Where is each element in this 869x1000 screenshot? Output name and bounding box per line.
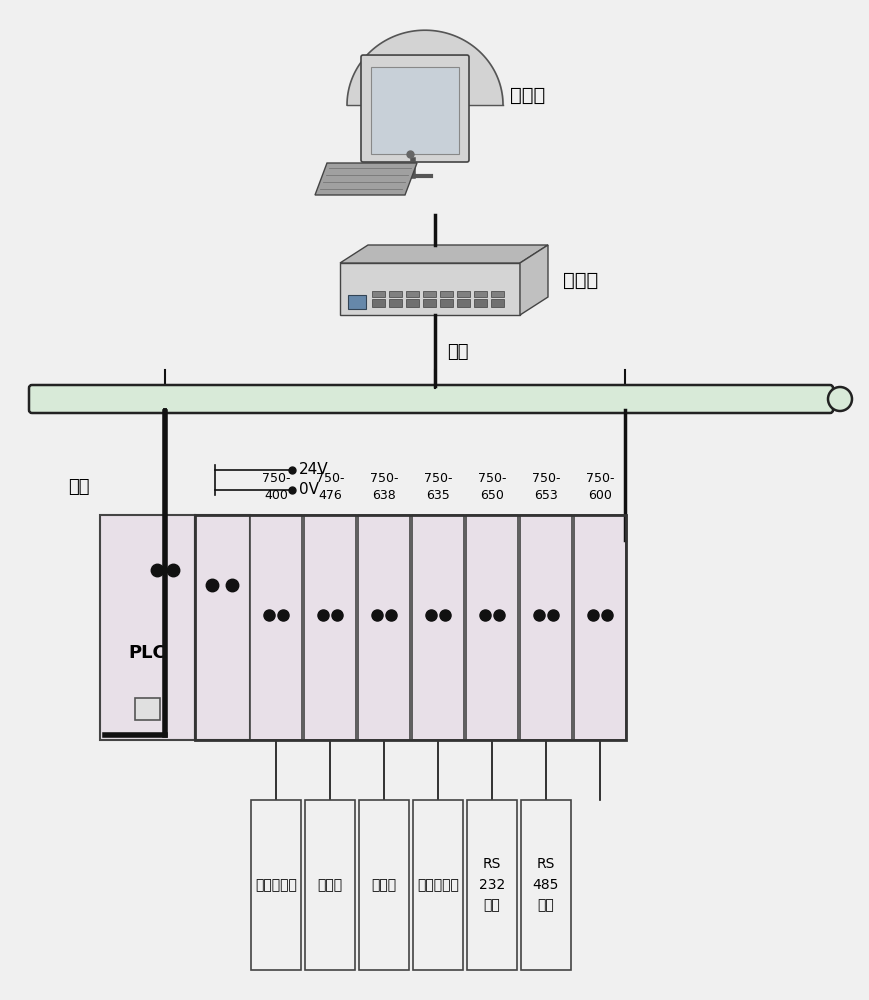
Text: 网线: 网线 [68,478,90,496]
FancyBboxPatch shape [388,299,401,307]
FancyBboxPatch shape [422,299,435,307]
FancyBboxPatch shape [474,299,487,307]
FancyBboxPatch shape [251,800,301,970]
FancyBboxPatch shape [467,800,516,970]
FancyBboxPatch shape [359,800,408,970]
Text: 24V: 24V [299,462,328,478]
Text: 750-
476: 750- 476 [315,472,344,502]
Text: 压力计: 压力计 [317,878,342,892]
FancyBboxPatch shape [412,515,463,740]
Text: RS
232
设备: RS 232 设备 [478,857,505,913]
FancyBboxPatch shape [249,515,302,740]
FancyBboxPatch shape [370,67,459,154]
FancyBboxPatch shape [440,299,453,307]
Text: 计数器: 计数器 [371,878,396,892]
FancyBboxPatch shape [413,800,462,970]
Text: 0V: 0V [299,483,319,497]
FancyBboxPatch shape [303,515,355,740]
FancyBboxPatch shape [388,291,401,297]
Text: RS
485
设备: RS 485 设备 [532,857,559,913]
FancyBboxPatch shape [456,291,469,297]
Text: 网线: 网线 [447,342,468,360]
FancyBboxPatch shape [422,291,435,297]
FancyBboxPatch shape [195,515,249,740]
FancyBboxPatch shape [490,291,503,297]
FancyBboxPatch shape [574,515,626,740]
FancyBboxPatch shape [29,385,832,413]
Text: 750-
635: 750- 635 [423,472,452,502]
Text: PLC: PLC [129,644,166,662]
FancyBboxPatch shape [100,515,195,740]
Text: 脉冲发生器: 脉冲发生器 [416,878,459,892]
FancyBboxPatch shape [372,291,385,297]
FancyBboxPatch shape [440,291,453,297]
Text: 750-
653: 750- 653 [531,472,560,502]
FancyBboxPatch shape [406,299,419,307]
Polygon shape [340,245,547,263]
FancyBboxPatch shape [474,291,487,297]
FancyBboxPatch shape [372,299,385,307]
FancyBboxPatch shape [521,800,570,970]
FancyBboxPatch shape [361,55,468,162]
Polygon shape [520,245,547,315]
FancyBboxPatch shape [406,291,419,297]
Text: 750-
650: 750- 650 [477,472,506,502]
FancyBboxPatch shape [456,299,469,307]
Text: 750-
638: 750- 638 [369,472,398,502]
FancyBboxPatch shape [520,515,571,740]
Circle shape [827,387,851,411]
Text: 750-
600: 750- 600 [585,472,614,502]
FancyBboxPatch shape [466,515,517,740]
FancyBboxPatch shape [348,295,366,309]
Text: 750-
400: 750- 400 [262,472,290,502]
FancyBboxPatch shape [490,299,503,307]
Text: 工控机: 工控机 [509,86,545,105]
Text: 交换机: 交换机 [562,270,598,290]
Text: 温度报警器: 温度报警器 [255,878,296,892]
FancyBboxPatch shape [305,800,355,970]
FancyBboxPatch shape [135,698,160,720]
Polygon shape [340,263,520,315]
Polygon shape [315,163,416,195]
FancyBboxPatch shape [357,515,409,740]
